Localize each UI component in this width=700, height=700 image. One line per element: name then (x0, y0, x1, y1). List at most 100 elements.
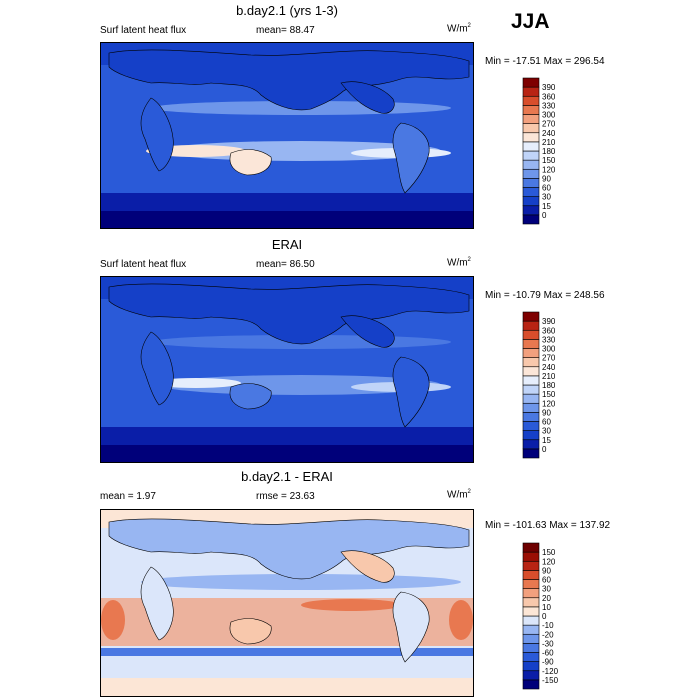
colorbar-tick-label: 60 (542, 418, 551, 427)
colorbar-swatch (522, 412, 540, 422)
panel-3-mean-label: mean = 1.97 (100, 491, 156, 502)
colorbar-swatch (522, 348, 540, 358)
colorbar-swatch (522, 339, 540, 349)
colorbar-tick-label: 120 (542, 557, 556, 566)
colorbar-tick-label: -60 (542, 649, 554, 658)
colorbar-tick-label: 30 (542, 585, 551, 594)
panel-2-africa (140, 331, 174, 406)
colorbar-tick-label: 240 (542, 129, 556, 138)
colorbar-swatch (522, 311, 540, 322)
panel-1-south-america (392, 122, 430, 194)
colorbar-swatch (522, 329, 540, 340)
colorbar-tick-label: 20 (542, 594, 551, 603)
colorbar-swatch (522, 448, 540, 459)
colorbar-tick-label: 270 (542, 354, 556, 363)
colorbar-tick-label: 330 (542, 101, 556, 110)
colorbar-tick-label: 90 (542, 174, 551, 183)
colorbar-tick-label: -120 (542, 667, 559, 676)
panel-3-units: W/m2 (447, 489, 471, 501)
colorbar-swatch (522, 624, 540, 635)
colorbar-swatch (522, 542, 540, 553)
colorbar-tick-label: 60 (542, 576, 551, 585)
colorbar-swatch (522, 141, 540, 152)
colorbar-swatch (522, 159, 540, 170)
colorbar-tick-label: 150 (542, 548, 556, 557)
panel-1-map (100, 42, 474, 229)
colorbar-swatch (522, 357, 540, 368)
panel-3-rmse-label: rmse = 23.63 (256, 491, 315, 502)
panel-3-map-svg (101, 510, 473, 696)
colorbar-swatch (522, 421, 540, 431)
colorbar-tick-label: 15 (542, 436, 551, 445)
colorbar-swatch (522, 579, 540, 589)
colorbar-tick-label: 0 (542, 211, 547, 220)
colorbar-swatch (522, 402, 540, 413)
panel-2-map (100, 276, 474, 463)
colorbar-tick-label: 0 (542, 445, 547, 454)
colorbar-swatch (522, 679, 540, 690)
colorbar-swatch (522, 430, 540, 441)
colorbar-tick-label: 10 (542, 603, 551, 612)
colorbar-swatch (522, 132, 540, 143)
colorbar-swatch (522, 570, 540, 580)
colorbar-tick-label: -10 (542, 621, 554, 630)
colorbar-tick-label: 270 (542, 120, 556, 129)
colorbar-swatch (522, 439, 540, 450)
colorbar-swatch (522, 661, 540, 672)
colorbar-swatch (522, 633, 540, 644)
colorbar-tick-label: -30 (542, 639, 554, 648)
colorbar-swatch (522, 551, 540, 562)
colorbar-swatch (522, 670, 540, 681)
panel-3-north-america (340, 550, 395, 583)
colorbar-tick-label: 210 (542, 372, 556, 381)
panel-1-mean-label: mean= 88.47 (256, 25, 315, 36)
panel-3-colorbar: 150 120 90 60 30 20 10 0 -10 -20 -30 -60 -90 -120 -150 (522, 542, 583, 691)
colorbar-tick-label: 90 (542, 566, 551, 575)
colorbar-swatch (522, 588, 540, 599)
panel-2-variable-label: Surf latent heat flux (100, 259, 187, 270)
panel-1-minmax: Min = -17.51 Max = 296.54 (485, 56, 605, 67)
colorbar-tick-label: 240 (542, 363, 556, 372)
colorbar-swatch (522, 123, 540, 134)
colorbar-swatch (522, 187, 540, 197)
panel-2-australia (229, 383, 272, 410)
colorbar-swatch (522, 375, 540, 386)
panel-3-minmax: Min = -101.63 Max = 137.92 (485, 520, 611, 531)
panel-1-units: W/m2 (447, 23, 471, 35)
colorbar-swatch (522, 393, 540, 404)
panel-3-map (100, 509, 474, 697)
panel-3-antarctic-band (101, 678, 473, 696)
panel-2-units: W/m2 (447, 257, 471, 269)
colorbar-tick-label: 300 (542, 111, 556, 120)
panel-2-south-america (392, 356, 430, 428)
colorbar-swatch (522, 214, 540, 225)
colorbar-tick-label: 360 (542, 92, 556, 101)
colorbar-swatch (522, 168, 540, 179)
panel-1-antarctic-band (101, 211, 473, 228)
colorbar-tick-label: 30 (542, 427, 551, 436)
panel-3-west-edge-positive (101, 600, 125, 640)
panel-3-africa (140, 566, 174, 641)
colorbar-swatch (522, 366, 540, 377)
colorbar-swatch (522, 196, 540, 207)
colorbar-tick-label: 390 (542, 83, 556, 92)
colorbar-tick-label: 30 (542, 193, 551, 202)
colorbar-swatch (522, 178, 540, 188)
panel-3-pacific-positive (301, 599, 401, 611)
colorbar-tick-label: 330 (542, 335, 556, 344)
colorbar-tick-label: 300 (542, 345, 556, 354)
colorbar-tick-label: 120 (542, 165, 556, 174)
panel-3-south-america (392, 591, 430, 663)
panel-1-africa (140, 97, 174, 172)
panel-3-east-edge-positive (449, 600, 473, 640)
colorbar-tick-label: -90 (542, 658, 554, 667)
colorbar-swatch (522, 643, 540, 653)
colorbar-swatch (522, 384, 540, 395)
colorbar-tick-label: 150 (542, 156, 556, 165)
panel-2-colorbar: 390 360 330 300 270 240 210 180 150 120 90 60 30 15 0 (522, 311, 583, 460)
colorbar-swatch (522, 114, 540, 124)
panel-3-title: b.day2.1 - ERAI (241, 469, 333, 484)
colorbar-tick-label: 0 (542, 612, 547, 621)
